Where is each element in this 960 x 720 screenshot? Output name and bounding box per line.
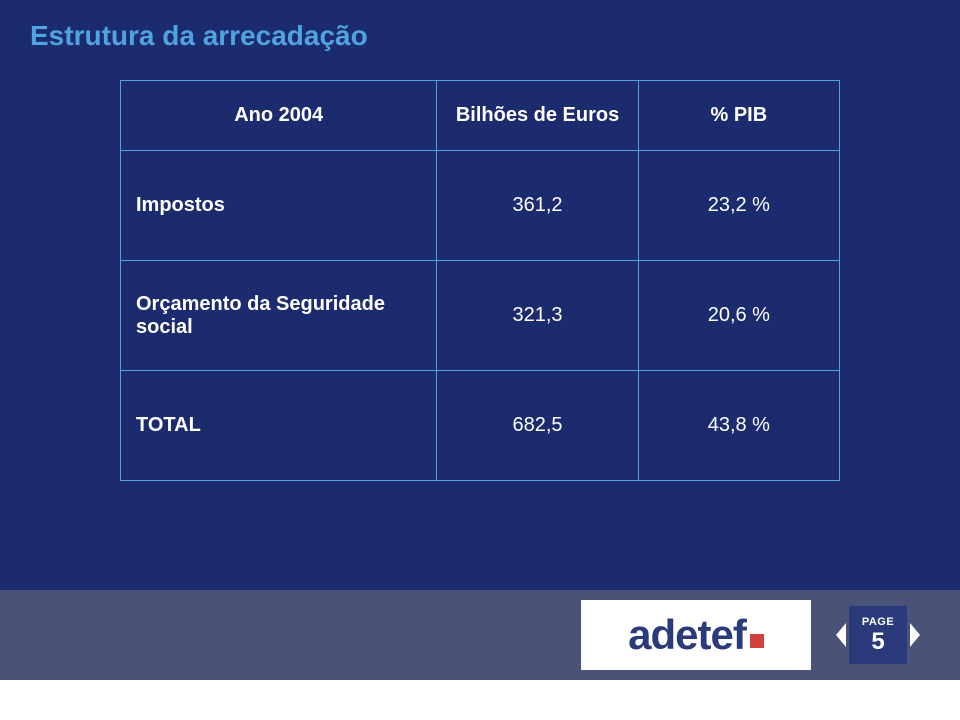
row-value: 321,3 [437,261,638,371]
data-table-wrap: Ano 2004 Bilhões de Euros % PIB Impostos… [120,80,840,481]
table-row: TOTAL 682,5 43,8 % [121,371,840,481]
page-box: PAGE 5 [849,606,907,664]
logo: adetef [581,600,811,670]
footer-white-band [0,680,960,720]
row-label: Impostos [121,151,437,261]
logo-dot-icon [750,634,764,648]
footer: adetef PAGE 5 [0,590,960,720]
arrow-right-icon [910,623,920,647]
header-year: Ano 2004 [121,81,437,151]
row-label: Orçamento da Seguridade social [121,261,437,371]
header-pct: % PIB [638,81,839,151]
row-value: 361,2 [437,151,638,261]
row-value: 682,5 [437,371,638,481]
table-header-row: Ano 2004 Bilhões de Euros % PIB [121,81,840,151]
table-row: Impostos 361,2 23,2 % [121,151,840,261]
header-amount: Bilhões de Euros [437,81,638,151]
row-pct: 23,2 % [638,151,839,261]
slide-title: Estrutura da arrecadação [30,20,368,52]
row-label: TOTAL [121,371,437,481]
footer-grey-band: adetef PAGE 5 [0,590,960,680]
logo-text: adetef [628,611,746,659]
row-pct: 20,6 % [638,261,839,371]
page-label: PAGE [862,616,894,628]
page-badge: PAGE 5 [836,606,920,664]
row-pct: 43,8 % [638,371,839,481]
slide: Estrutura da arrecadação Ano 2004 Bilhõe… [0,0,960,720]
table-row: Orçamento da Seguridade social 321,3 20,… [121,261,840,371]
arrow-left-icon [836,623,846,647]
data-table: Ano 2004 Bilhões de Euros % PIB Impostos… [120,80,840,481]
page-number: 5 [871,630,884,654]
